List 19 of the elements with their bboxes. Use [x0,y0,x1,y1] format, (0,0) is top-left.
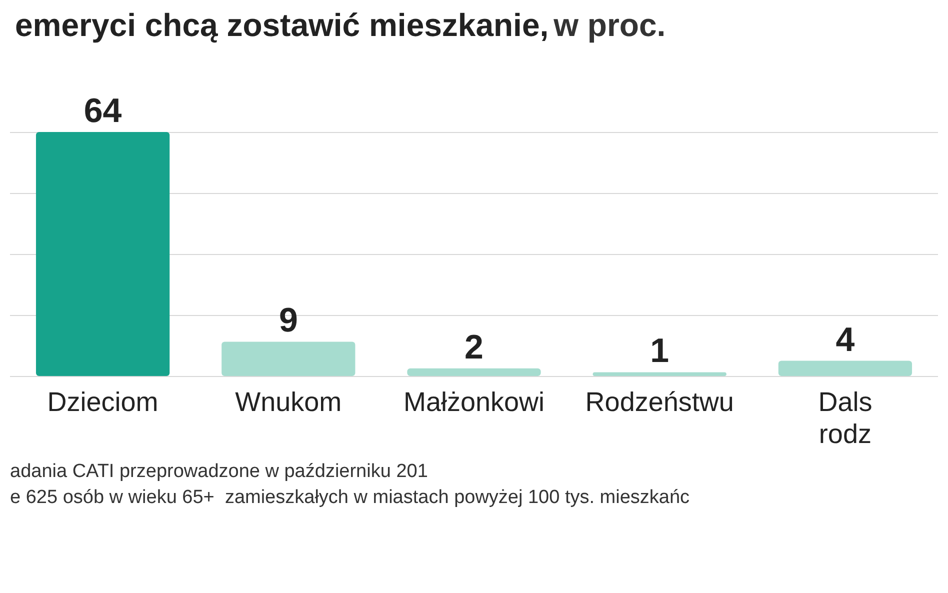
x-tick-label: Małżonkowi [403,387,545,417]
data-label: 2 [464,328,484,366]
bar [222,342,356,376]
bar [592,372,726,376]
bar [778,360,912,376]
x-tick-label: Dzieciom [47,387,158,417]
x-tick-label: Wnukom [235,387,342,417]
bar [36,132,170,376]
x-tick-label: Rodzeństwu [585,387,734,417]
bar [407,368,541,376]
chart-subtitle: w proc. [552,7,666,43]
x-tick-label: Dals rodz [818,387,872,449]
data-label: 1 [650,332,670,370]
text: e 625 osób w wieku 65+ zamieszkałych w miastach powyżej 100 tys. mieszkańc [10,487,690,508]
data-label: 9 [278,302,298,340]
text: adania CATI przeprowadzone w październiku 201 [10,461,428,482]
data-label: 4 [836,320,855,359]
chart-title: emeryci chcą zostawić mieszkanie, [15,7,549,43]
data-label: 64 [84,92,122,130]
